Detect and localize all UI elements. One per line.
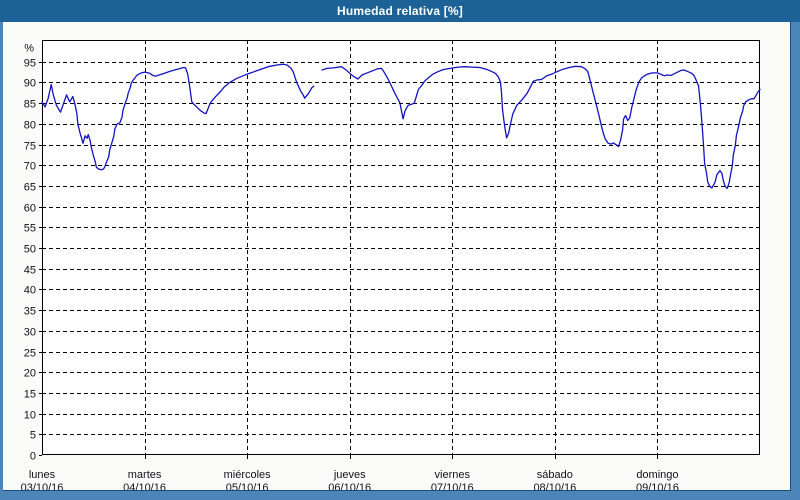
y-tick-label: 50 (24, 244, 36, 256)
x-day-date: 04/10/16 (123, 482, 166, 490)
y-tick-label: 10 (24, 410, 36, 422)
x-day-name: jueves (333, 469, 366, 481)
y-tick-label: 60 (24, 203, 36, 215)
y-tick-label: 30 (24, 327, 36, 339)
title-bar: Humedad relativa [%] (0, 0, 800, 22)
y-tick-label: 40 (24, 285, 36, 297)
y-tick-label: 15 (24, 389, 36, 401)
y-tick-label: 85 (24, 99, 36, 111)
humidity-line-segment (41, 63, 315, 171)
x-day-date: 08/10/16 (533, 482, 576, 490)
chart-title: Humedad relativa [%] (336, 4, 464, 18)
x-day-name: lunes (29, 469, 56, 481)
x-day-date: 07/10/16 (431, 482, 474, 490)
y-tick-label: 95 (24, 58, 36, 70)
x-day-date: 03/10/16 (21, 482, 64, 490)
y-tick-label: 25 (24, 348, 36, 360)
y-tick-label: 70 (24, 161, 36, 173)
y-tick-label: 20 (24, 368, 36, 380)
y-tick-label: 75 (24, 141, 36, 153)
chart-svg: 0 5 10 15 20 25 30 35 40 45 50 55 60 65 70 75 80 85 90 95% l… (21, 40, 761, 490)
y-tick-label: 0 (30, 451, 36, 463)
x-day-name: martes (128, 469, 162, 481)
y-tick-label: 55 (24, 223, 36, 235)
x-day-date: 06/10/16 (328, 482, 371, 490)
x-day-name: viernes (435, 469, 471, 481)
y-tick-label: 65 (24, 182, 36, 194)
y-tick-label: 80 (24, 120, 36, 132)
y-tick-label: 5 (30, 430, 36, 442)
y-tick-label: 90 (24, 78, 36, 90)
y-tick-label: 35 (24, 306, 36, 318)
humidity-line-segment (321, 65, 761, 190)
x-day-name: sábado (537, 469, 573, 481)
x-day-date: 05/10/16 (226, 482, 269, 490)
y-tick-label: 45 (24, 265, 36, 277)
x-day-name: domingo (636, 469, 678, 481)
y-axis-unit: % (24, 43, 34, 55)
x-day-date: 09/10/16 (636, 482, 679, 490)
chart-panel: 0 5 10 15 20 25 30 35 40 45 50 55 60 65 70 75 80 85 90 95% l… (3, 22, 791, 491)
x-day-name: miércoles (224, 469, 272, 481)
